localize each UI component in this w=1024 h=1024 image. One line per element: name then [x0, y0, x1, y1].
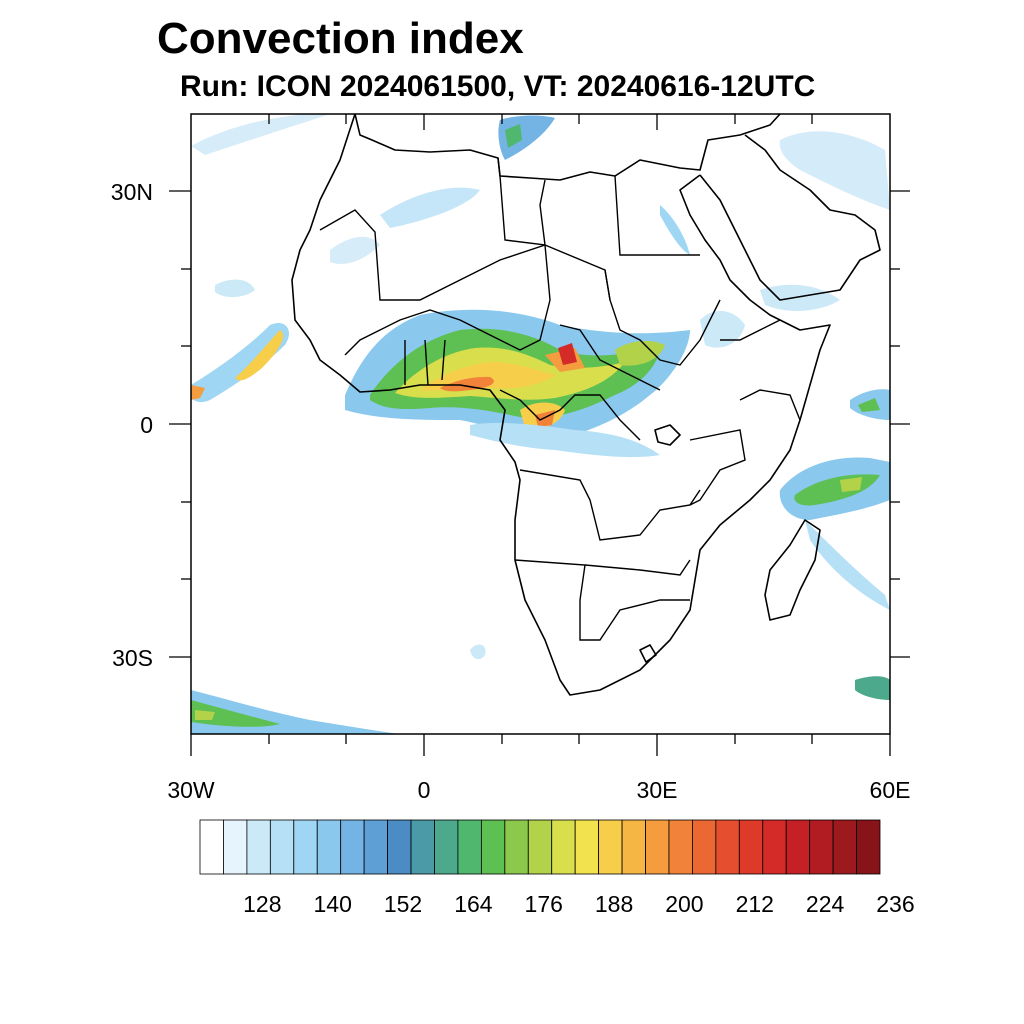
colorbar-label: 140: [314, 891, 352, 917]
run-subtitle: Run: ICON 2024061500, VT: 20240616-12UTC: [180, 70, 816, 103]
colorbar-swatch: [551, 819, 576, 875]
lon-label-60e: 60E: [870, 777, 911, 803]
colorbar-swatch: [363, 819, 388, 875]
colorbar-swatch: [223, 819, 248, 875]
lon-label-0: 0: [418, 777, 431, 803]
colorbar-label: 176: [525, 891, 563, 917]
lat-label-30n: 30N: [111, 179, 153, 205]
colorbar-swatch: [410, 819, 435, 875]
colorbar-swatch: [574, 819, 600, 875]
colorbar-swatch: [457, 819, 482, 875]
lat-label-0: 0: [140, 412, 153, 438]
axis-ticks: [169, 114, 910, 756]
colorbar-swatch: [645, 819, 670, 875]
country-borders: [319, 157, 801, 641]
colorbar-swatch: [387, 819, 412, 875]
colorbar-label: 128: [243, 891, 281, 917]
colorbar-swatch: [340, 819, 365, 875]
colorbar-label: 188: [595, 891, 633, 917]
colorbar-swatch: [715, 819, 740, 875]
colorbar-swatch: [738, 819, 764, 875]
colorbar-label: 152: [384, 891, 422, 917]
lon-label-30w: 30W: [167, 777, 215, 803]
colorbar-label: 212: [736, 891, 774, 917]
colorbar-swatch: [668, 819, 693, 875]
coastlines: [291, 114, 881, 696]
lat-label-30s: 30S: [112, 645, 153, 671]
colorbar-label: 200: [665, 891, 703, 917]
colorbar-swatch: [762, 819, 787, 875]
colorbar-swatch: [199, 819, 224, 875]
colorbar-swatch: [246, 819, 271, 875]
colorbar-swatch: [480, 819, 506, 875]
colorbar-swatch: [832, 819, 857, 875]
lon-label-30e: 30E: [637, 777, 678, 803]
chart-title: Convection index: [157, 14, 524, 63]
colorbar-swatch: [856, 819, 881, 875]
colorbar-swatch: [621, 819, 646, 875]
colorbar-label: 236: [876, 891, 914, 917]
colorbar-swatch: [527, 819, 553, 875]
convection-field: [191, 114, 890, 734]
colorbar-swatch: [434, 819, 459, 875]
colorbar-swatch: [316, 819, 342, 875]
colorbar-swatch: [692, 819, 717, 875]
colorbar-swatch: [504, 819, 529, 875]
colorbar-swatch: [598, 819, 623, 875]
colorbar-label: 164: [454, 891, 493, 917]
colorbar-swatch: [269, 819, 295, 875]
colorbar-swatch: [293, 819, 318, 875]
colorbar-swatch: [785, 819, 811, 875]
colorbar: 128 140 152 164 176 188 200 212 224 236: [199, 819, 915, 917]
colorbar-swatch: [809, 819, 834, 875]
colorbar-label: 224: [806, 891, 845, 917]
